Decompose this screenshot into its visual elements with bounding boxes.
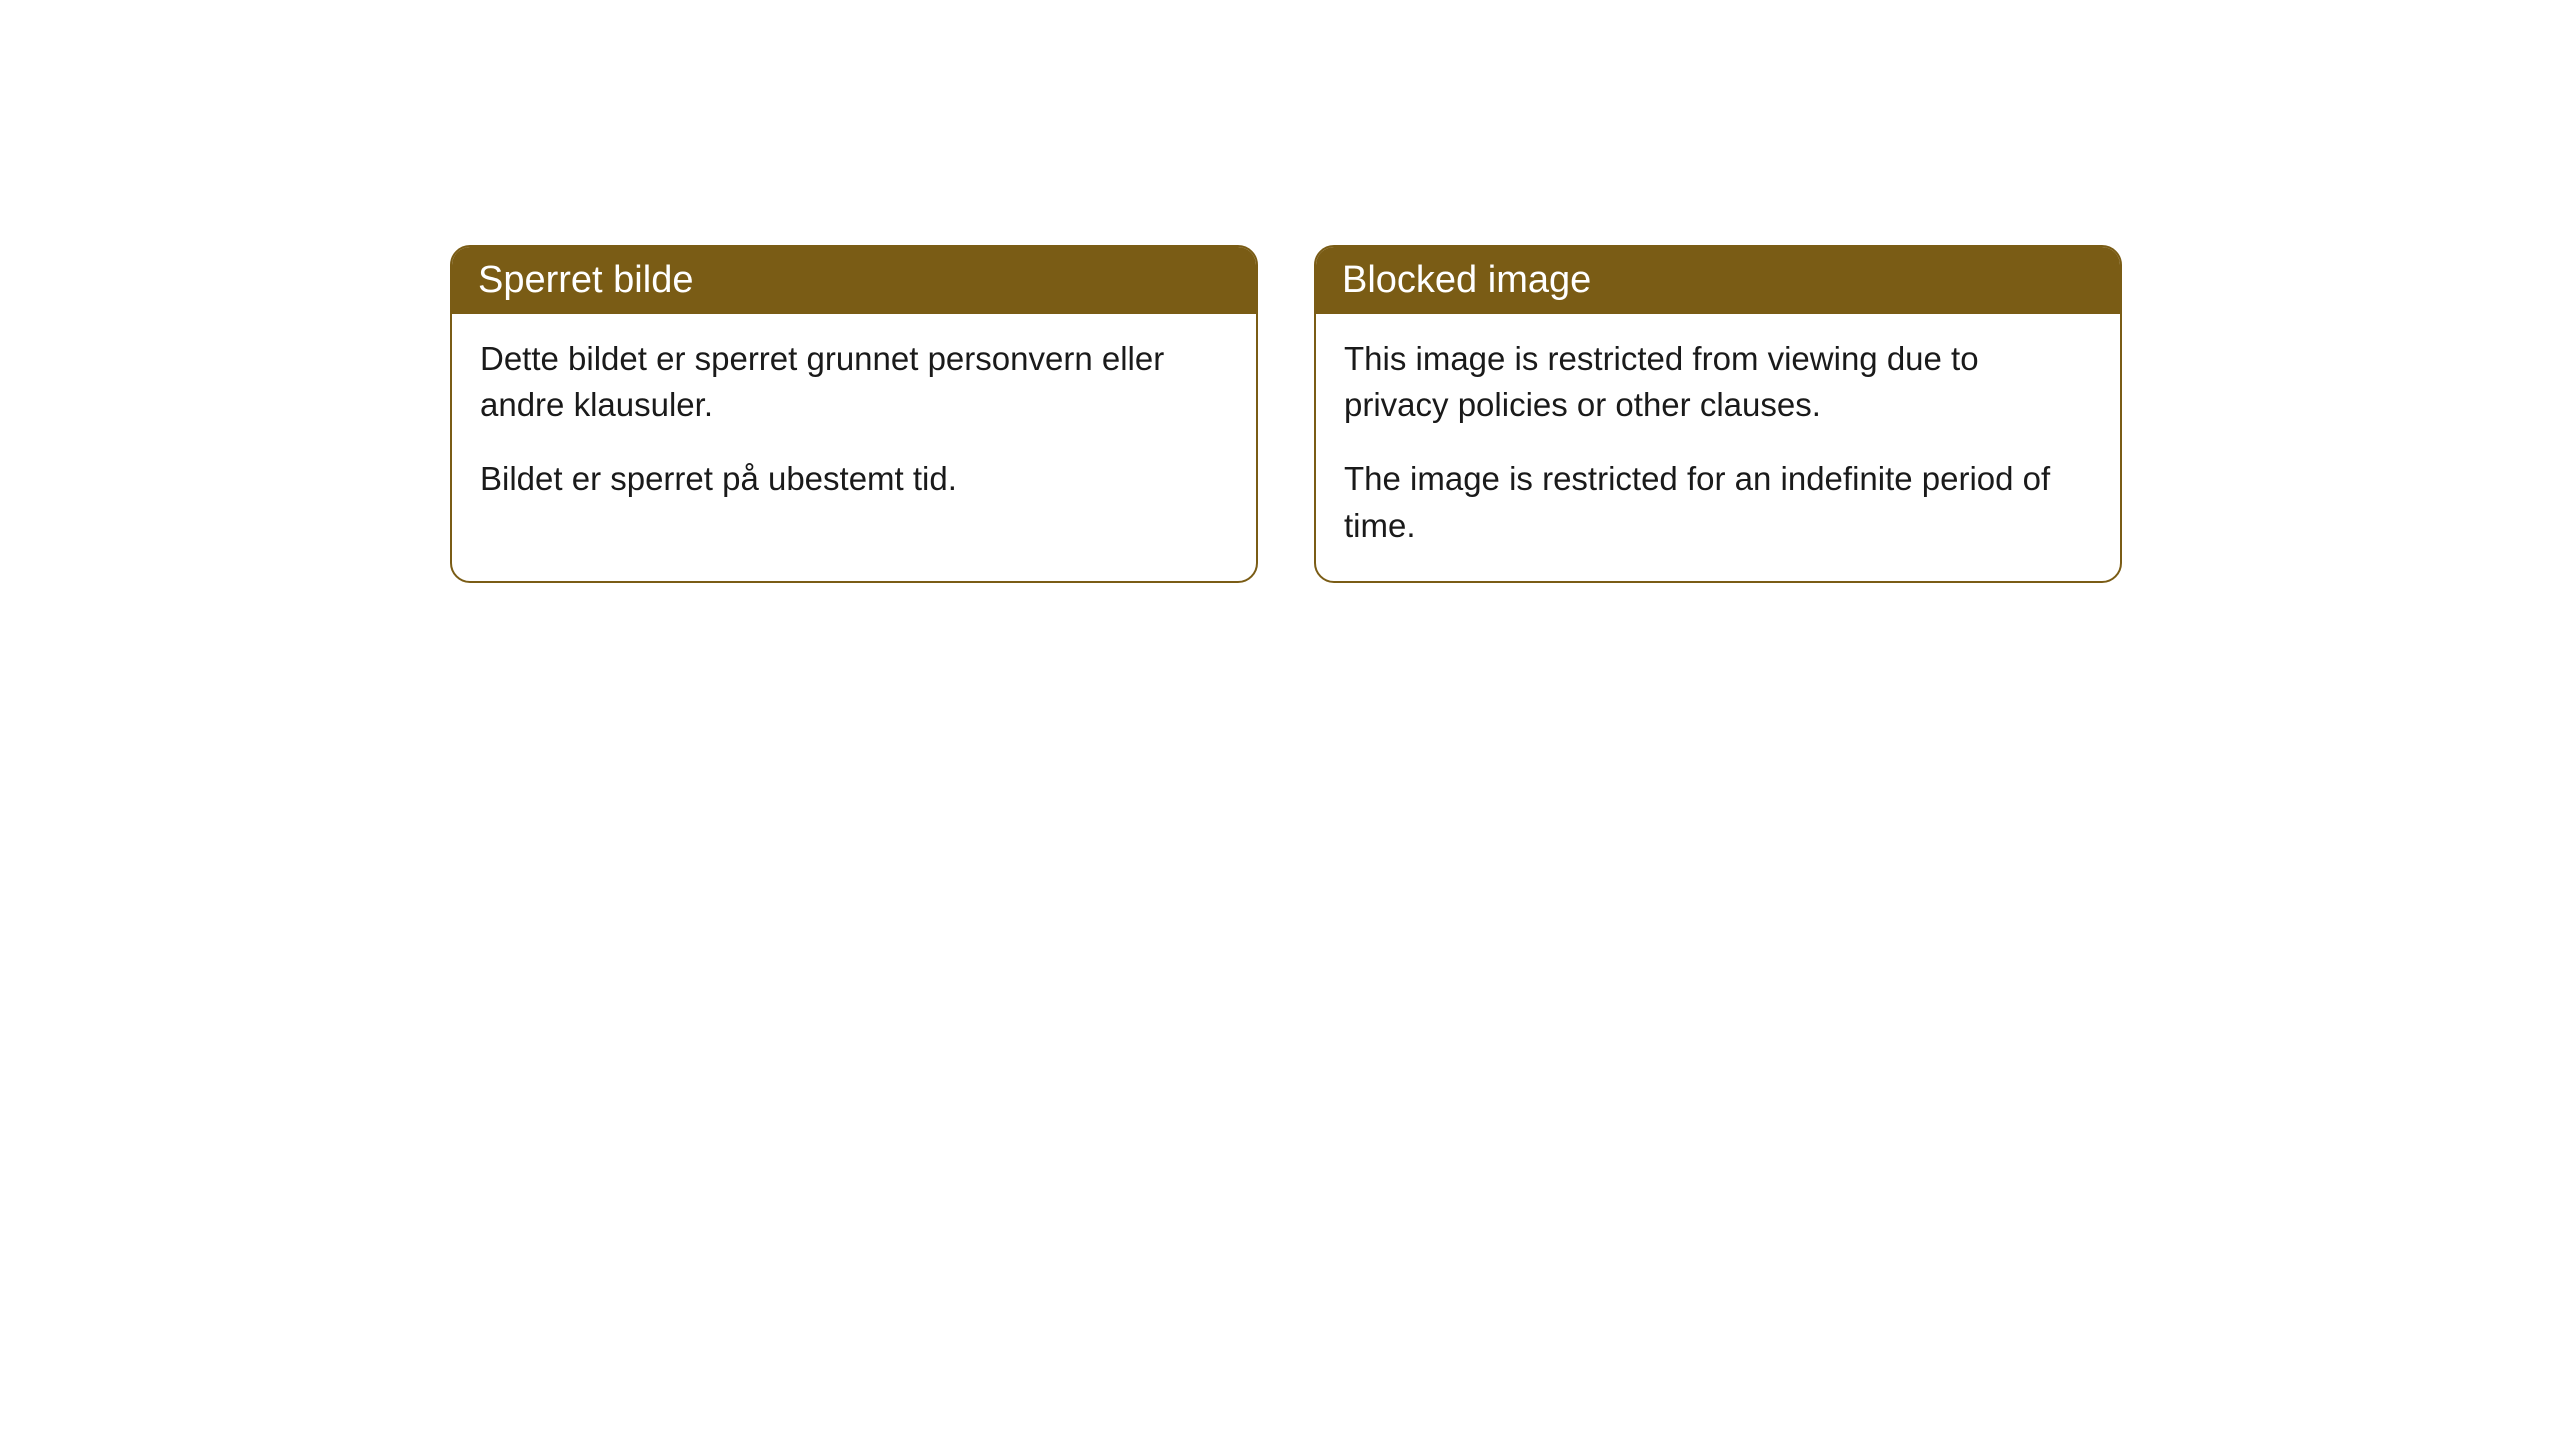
card-header-norwegian: Sperret bilde bbox=[452, 247, 1256, 314]
notice-card-norwegian: Sperret bilde Dette bildet er sperret gr… bbox=[450, 245, 1258, 583]
card-header-english: Blocked image bbox=[1316, 247, 2120, 314]
card-paragraph: Dette bildet er sperret grunnet personve… bbox=[480, 336, 1228, 428]
card-paragraph: This image is restricted from viewing du… bbox=[1344, 336, 2092, 428]
notice-card-english: Blocked image This image is restricted f… bbox=[1314, 245, 2122, 583]
notice-container: Sperret bilde Dette bildet er sperret gr… bbox=[0, 0, 2560, 583]
card-body-norwegian: Dette bildet er sperret grunnet personve… bbox=[452, 314, 1256, 535]
card-paragraph: Bildet er sperret på ubestemt tid. bbox=[480, 456, 1228, 502]
card-paragraph: The image is restricted for an indefinit… bbox=[1344, 456, 2092, 548]
card-body-english: This image is restricted from viewing du… bbox=[1316, 314, 2120, 581]
